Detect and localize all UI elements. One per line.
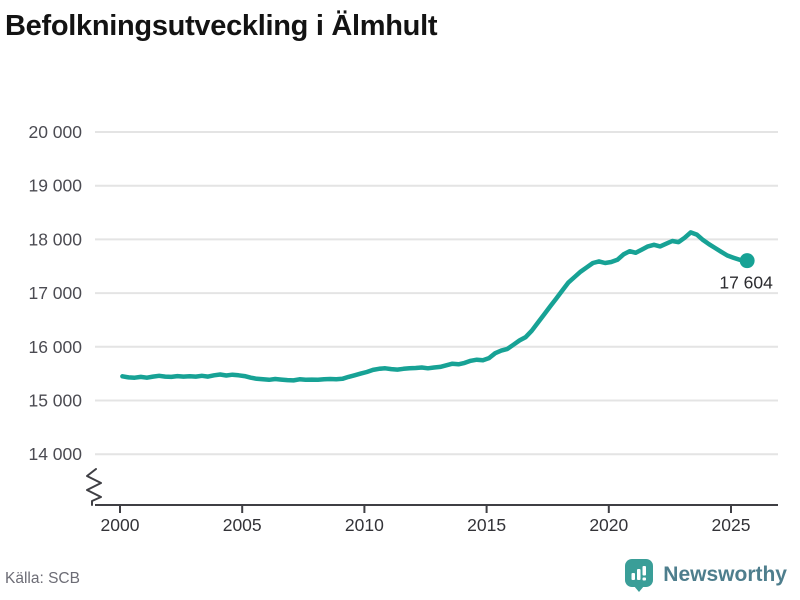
newsworthy-logo: Newsworthy — [624, 558, 787, 592]
logo-bubble-tail — [634, 586, 645, 592]
x-tick-label: 2015 — [467, 515, 506, 535]
page-title: Befolkningsutveckling i Älmhult — [5, 10, 438, 42]
end-value-label: 17 604 — [719, 273, 773, 293]
y-tick-label: 15 000 — [28, 391, 82, 411]
brand-name: Newsworthy — [663, 563, 787, 586]
y-tick-label: 17 000 — [28, 283, 82, 303]
y-tick-label: 14 000 — [28, 444, 82, 464]
logo-bar-tall — [637, 569, 641, 580]
logo-bar-small — [631, 573, 636, 580]
source-note: Källa: SCB — [5, 570, 80, 587]
x-tick-label: 2005 — [223, 515, 262, 535]
y-tick-label: 19 000 — [28, 176, 82, 196]
y-tick-label: 20 000 — [28, 122, 82, 142]
y-tick-label: 16 000 — [28, 337, 82, 357]
x-tick-label: 2010 — [345, 515, 384, 535]
logo-exclamation-dot — [642, 577, 647, 581]
logo-exclamation-bar — [642, 566, 647, 576]
x-tick-label: 2020 — [589, 515, 628, 535]
y-tick-label: 18 000 — [28, 229, 82, 249]
x-tick-label: 2000 — [101, 515, 140, 535]
newsworthy-bubble-chart-icon — [625, 559, 654, 592]
population-series-line — [120, 230, 750, 383]
axis-break-icon — [86, 468, 102, 506]
x-tick-label: 2025 — [712, 515, 751, 535]
series-end-dot — [739, 253, 755, 269]
